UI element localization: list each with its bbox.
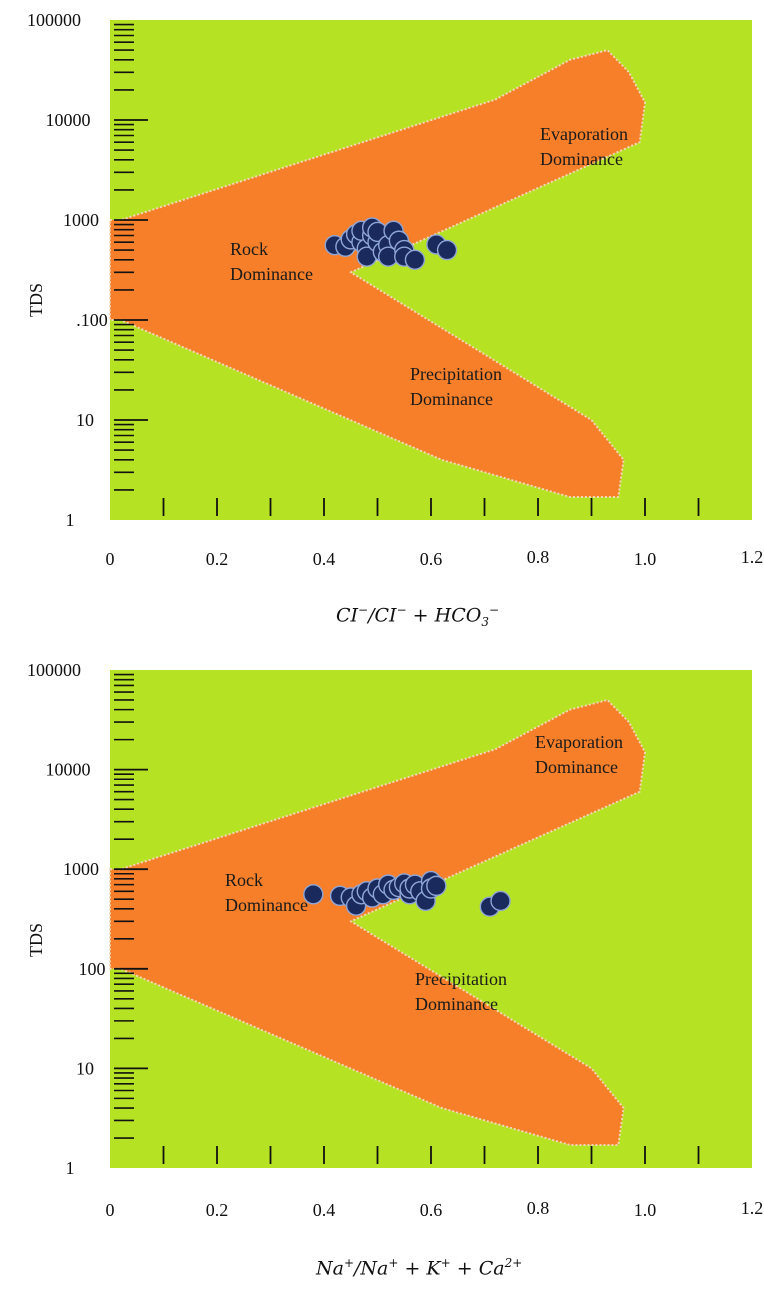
rock-dominance-label: Rock Dominance bbox=[225, 870, 308, 915]
dominance-region bbox=[109, 699, 646, 1146]
gibbs-diagram-cl: Evaporation Dominance Rock Dominance Precipi… bbox=[26, 10, 764, 569]
y-tick-label: 100000 bbox=[27, 660, 81, 680]
x-tick-label: 1.2 bbox=[741, 547, 764, 567]
y-tick-label: 10 bbox=[76, 410, 94, 430]
x-tick-label: 1.2 bbox=[741, 1198, 764, 1218]
y-tick-label: 10000 bbox=[46, 760, 91, 780]
y-axis-label: TDS bbox=[26, 923, 46, 957]
y-tick-label: 10000 bbox=[46, 110, 91, 130]
rock-dominance-label: Rock Dominance bbox=[230, 239, 313, 284]
dominance-region bbox=[109, 49, 646, 498]
y-tick-label: 1000 bbox=[63, 859, 99, 879]
y-tick-label: 1 bbox=[66, 510, 75, 530]
x-tick-label: 1.0 bbox=[634, 1200, 657, 1220]
data-point bbox=[490, 890, 511, 912]
y-tick-label: 1 bbox=[66, 1158, 75, 1178]
y-tick-label: 10 bbox=[76, 1058, 94, 1078]
data-point bbox=[436, 239, 458, 261]
evaporation-dominance-label: Evaporation Dominance bbox=[540, 124, 628, 169]
precipitation-dominance-label: Precipitation Dominance bbox=[415, 969, 507, 1014]
x-tick-label: 0.8 bbox=[527, 1198, 550, 1218]
x-tick-label: 0.2 bbox=[206, 1200, 229, 1220]
x-tick-label: 1.0 bbox=[634, 549, 657, 569]
evaporation-dominance-label: Evaporation Dominance bbox=[535, 732, 623, 777]
x-tick-label: 0.4 bbox=[313, 1200, 336, 1220]
x-tick-label: 0.6 bbox=[420, 549, 443, 569]
y-tick-label: 100 bbox=[79, 959, 106, 979]
x-tick-label: 0.2 bbox=[206, 549, 229, 569]
chart-panel-na: Evaporation Dominance Rock Dominance Precipi… bbox=[0, 648, 764, 1296]
data-point bbox=[303, 884, 324, 905]
x-axis-label: CI−/CI− + HCO3− bbox=[336, 603, 500, 630]
data-point bbox=[426, 875, 447, 897]
y-tick-label: 1000 bbox=[63, 210, 99, 230]
x-tick-label: 0 bbox=[106, 1200, 115, 1220]
x-tick-label: 0.4 bbox=[313, 549, 336, 569]
y-axis-label: TDS bbox=[26, 283, 46, 317]
gibbs-diagram-na: Evaporation Dominance Rock Dominance Precipi… bbox=[26, 660, 764, 1220]
precipitation-dominance-label: Precipitation Dominance bbox=[410, 364, 502, 409]
x-axis-label: Na+/Na+ + K+ + Ca2+ bbox=[316, 1256, 523, 1280]
x-tick-label: 0 bbox=[106, 549, 115, 569]
x-tick-label: 0.6 bbox=[420, 1200, 443, 1220]
y-tick-label: .100 bbox=[76, 310, 108, 330]
chart-panel-cl: Evaporation Dominance Rock Dominance Precipi… bbox=[0, 0, 764, 648]
data-point bbox=[404, 249, 426, 270]
y-tick-label: 100000 bbox=[27, 10, 81, 30]
x-tick-label: 0.8 bbox=[527, 547, 550, 567]
